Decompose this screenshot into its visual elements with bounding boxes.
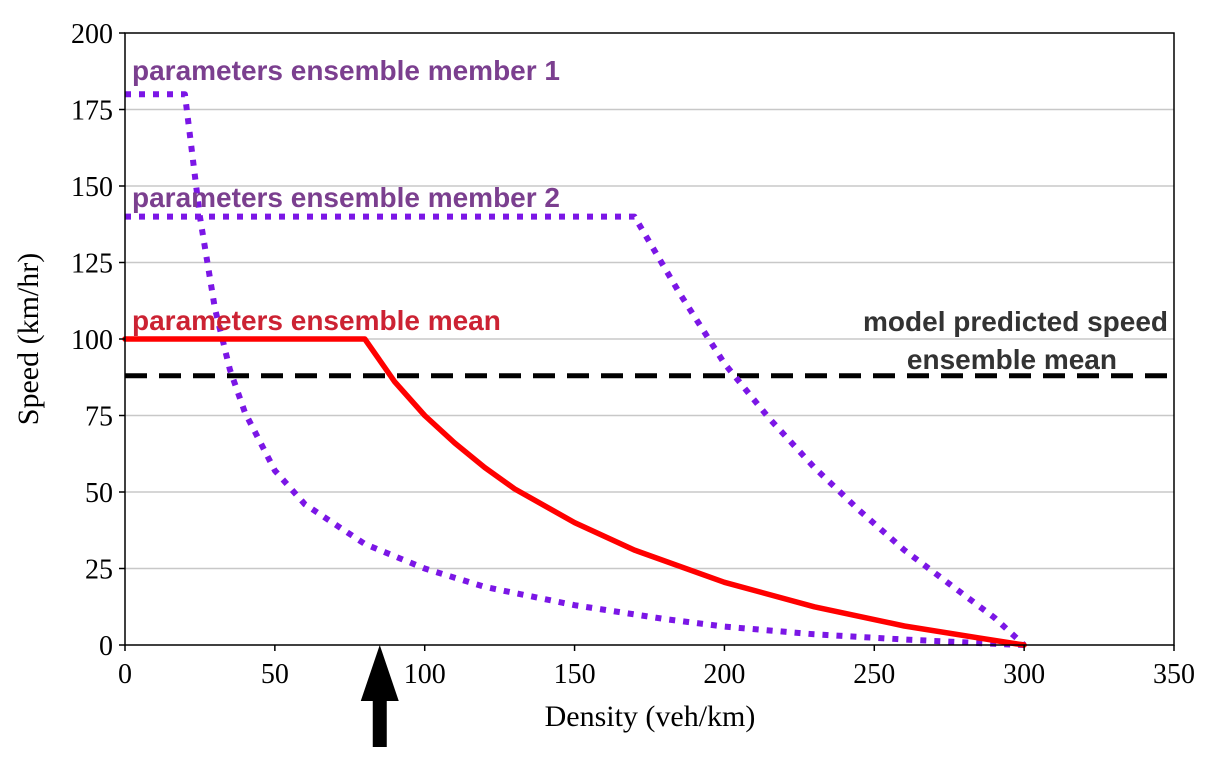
arrow-head <box>360 645 399 701</box>
y-tick-label: 75 <box>85 402 113 433</box>
x-axis-ticks: 0 50 100 150 200 250 300 350 <box>118 645 1195 690</box>
series-line-parameters-ensemble-member-1 <box>125 91 1025 648</box>
series-layer <box>122 91 1174 648</box>
x-tick-label: 0 <box>118 659 132 690</box>
x-tick-label: 50 <box>261 659 289 690</box>
y-tick-label: 125 <box>71 249 113 280</box>
x-tick-label: 100 <box>404 659 446 690</box>
series-line-parameters-ensemble-mean <box>122 336 1027 648</box>
y-axis-title: Speed (km/hr) <box>12 253 45 425</box>
x-tick-label: 350 <box>1153 659 1195 690</box>
annotation-member-1: parameters ensemble member 1 <box>132 55 560 86</box>
x-tick-label: 250 <box>853 659 895 690</box>
y-tick-label: 25 <box>85 555 113 586</box>
annotation-ensemble-mean: parameters ensemble mean <box>132 305 501 336</box>
y-tick-label: 150 <box>71 172 113 203</box>
annotation-predicted-speed-line1: model predicted speed <box>863 306 1168 337</box>
density-marker-arrow-icon <box>360 645 399 747</box>
series-line-parameters-ensemble-member-2 <box>125 213 1027 648</box>
y-axis-ticks: 0 25 50 75 100 125 150 175 200 <box>71 19 125 662</box>
x-tick-label: 300 <box>1003 659 1045 690</box>
annotation-predicted-speed-line2: ensemble mean <box>907 344 1117 375</box>
y-tick-label: 50 <box>85 478 113 509</box>
x-tick-label: 200 <box>703 659 745 690</box>
y-tick-label: 175 <box>71 96 113 127</box>
x-axis-title: Density (veh/km) <box>545 700 756 733</box>
y-tick-label: 100 <box>71 325 113 356</box>
x-tick-label: 150 <box>554 659 596 690</box>
y-tick-label: 0 <box>99 631 113 662</box>
y-tick-label: 200 <box>71 19 113 50</box>
arrow-shaft <box>372 701 387 747</box>
annotation-member-2: parameters ensemble member 2 <box>132 182 560 213</box>
